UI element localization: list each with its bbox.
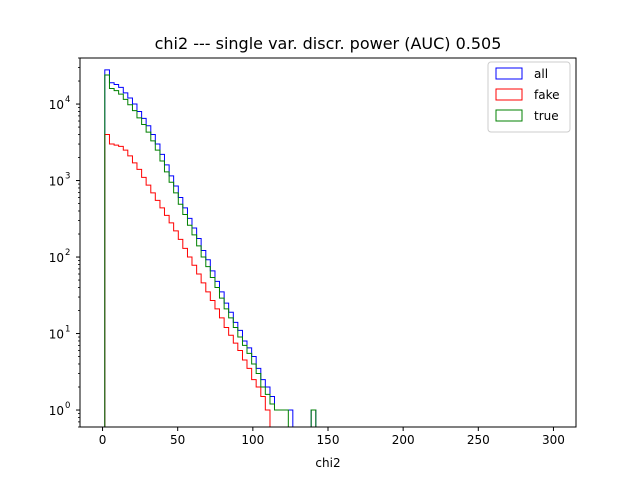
x-tick-label: 0 [99, 433, 107, 447]
y-tick-exponent: 3 [65, 172, 70, 182]
legend: all fake true [487, 61, 571, 133]
chart-title: chi2 --- single var. discr. power (AUC) … [155, 34, 502, 53]
x-tick-label: 300 [542, 433, 565, 447]
y-tick-label: 10 [49, 175, 64, 189]
series-true-line [104, 74, 317, 427]
legend-swatch-all [495, 67, 523, 80]
x-tick-label: 200 [392, 433, 415, 447]
y-tick-exponent: 0 [65, 401, 70, 411]
legend-swatch-true [495, 109, 523, 122]
series-fake-line [104, 133, 271, 427]
x-tick-label: 150 [317, 433, 340, 447]
series-layer [104, 69, 317, 427]
x-axis: 0 50 100 150 200 250 300 [99, 427, 565, 447]
y-tick-label: 10 [49, 251, 64, 265]
legend-label-fake: fake [534, 88, 559, 102]
y-tick-exponent: 4 [65, 95, 70, 105]
y-tick-exponent: 1 [65, 325, 70, 335]
x-axis-label: chi2 [315, 456, 340, 470]
x-tick-label: 250 [467, 433, 490, 447]
x-tick-label: 100 [241, 433, 264, 447]
x-tick-label: 50 [170, 433, 185, 447]
y-tick-label: 10 [49, 98, 64, 112]
series-all-line [104, 69, 317, 427]
y-tick-label: 10 [49, 328, 64, 342]
legend-label-true: true [534, 109, 559, 123]
y-tick-label: 10 [49, 404, 64, 418]
legend-label-all: all [534, 67, 548, 81]
legend-items: all fake true [495, 67, 559, 123]
y-tick-exponent: 2 [65, 248, 70, 258]
legend-swatch-fake [495, 88, 523, 101]
